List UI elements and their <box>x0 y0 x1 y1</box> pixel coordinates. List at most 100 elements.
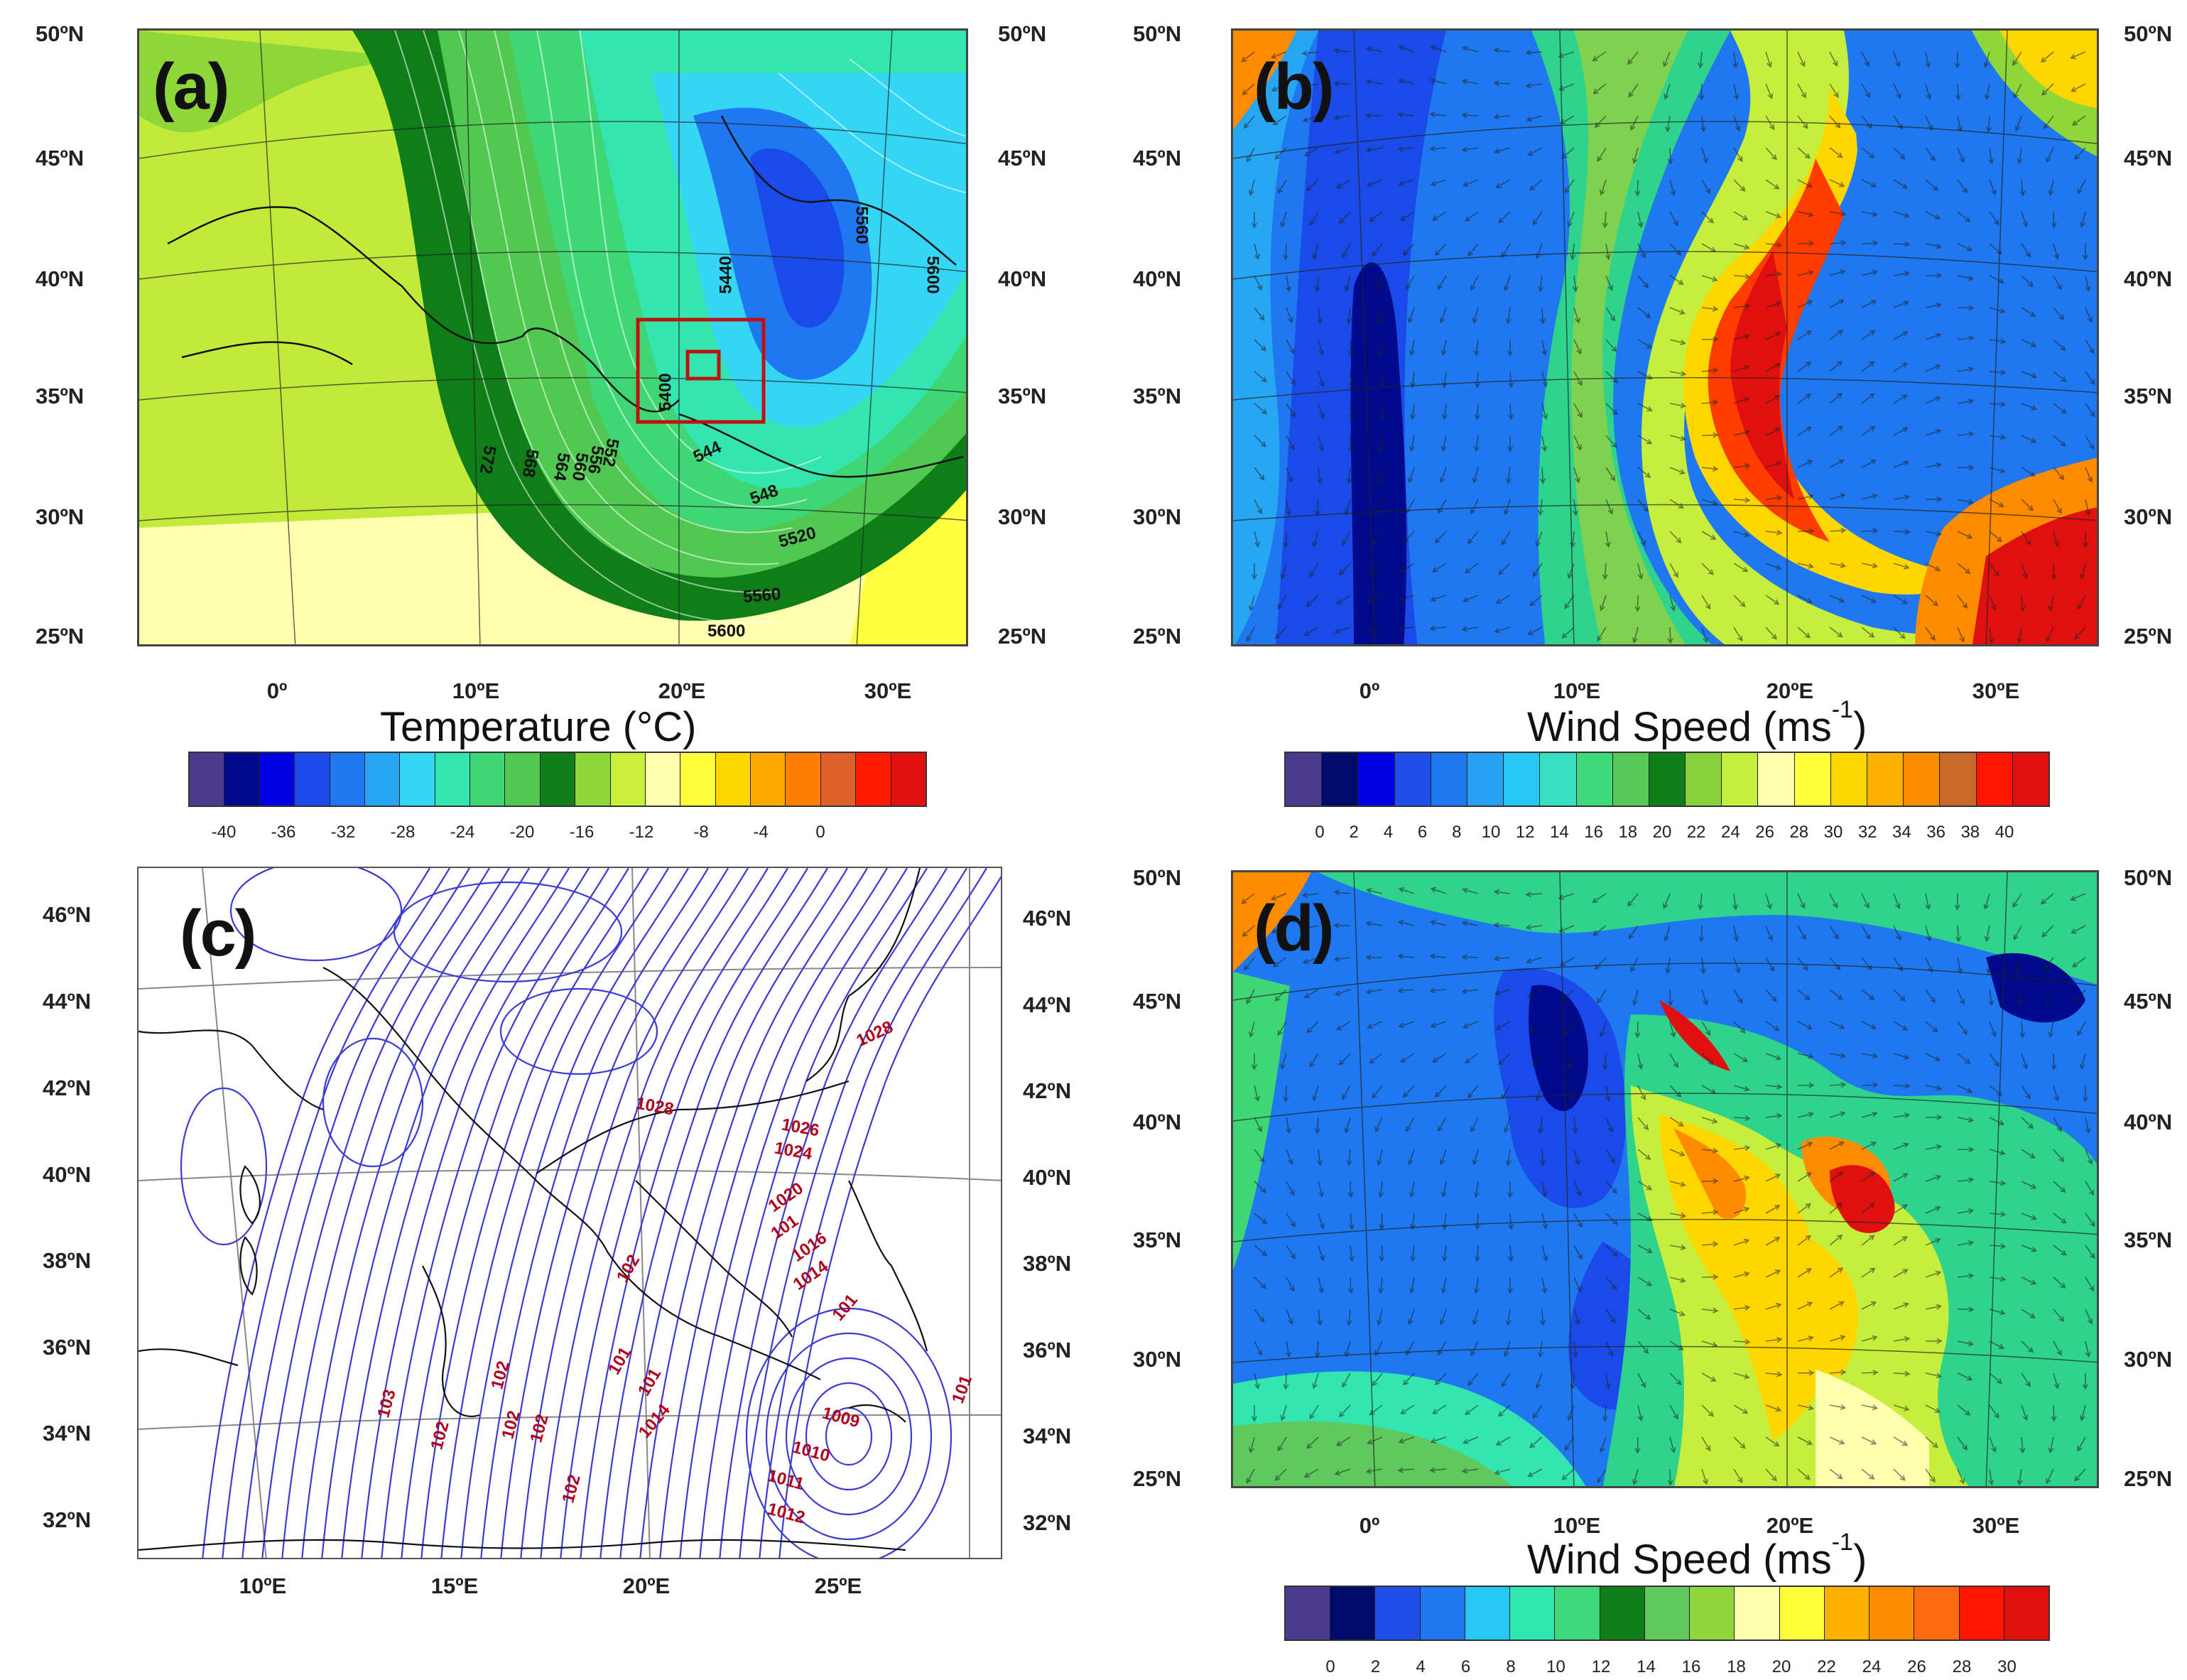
wind-vector-arrow <box>1701 432 1719 438</box>
wind-vector-arrow <box>1432 1053 1447 1063</box>
lat-label: 30ºN <box>998 504 1047 529</box>
wind-vector-arrow <box>1429 625 1447 632</box>
wind-vector-arrow <box>1669 1181 1686 1187</box>
wind-vector-arrow <box>1667 147 1673 165</box>
wind-vector-arrow <box>2085 1277 2095 1292</box>
wind-vector-arrow <box>1765 1112 1783 1120</box>
wind-vector-arrow <box>2040 893 2054 905</box>
wind-vector-arrow <box>1701 627 1708 644</box>
wind-vector-arrow <box>1505 1308 1512 1326</box>
wind-vector-arrow <box>1957 1117 1975 1123</box>
wind-vector-arrow <box>1367 595 1383 603</box>
wind-vector-arrow <box>1632 147 1639 164</box>
wind-vector-arrow <box>1503 275 1511 292</box>
wind-vector-arrow <box>1254 1308 1265 1323</box>
wind-vector-arrow <box>1637 1117 1649 1131</box>
wind-vector-arrow <box>1283 531 1289 548</box>
wind-vector-arrow <box>1797 115 1808 129</box>
wind-vector-arrow <box>1989 563 1999 578</box>
wind-vector-arrow <box>1558 893 1575 900</box>
wind-vector-arrow <box>1532 563 1543 578</box>
wind-vector-arrow <box>1669 1021 1676 1038</box>
wind-vector-arrow <box>1430 595 1447 602</box>
wind-vector-arrow <box>1301 925 1319 931</box>
wind-vector-arrow <box>1400 1053 1415 1063</box>
lat-label: 45ºN <box>2124 146 2173 170</box>
colorbar-tick-label: 18 <box>1727 1657 1746 1676</box>
wind-vector-arrow <box>1473 339 1480 357</box>
wind-vector-arrow <box>1558 925 1575 933</box>
wind-vector-arrow <box>1572 1117 1578 1134</box>
isobar-line <box>778 876 1001 1558</box>
wind-vector-arrow <box>2048 1021 2054 1039</box>
lon-label: 20ºE <box>1766 678 1814 703</box>
wind-vector-arrow <box>1957 1372 1973 1381</box>
wind-vector-arrow <box>1669 1372 1682 1386</box>
wind-vector-arrow <box>1377 467 1383 484</box>
wind-vector-arrow <box>1503 1117 1511 1134</box>
wind-vector-arrow <box>1378 435 1384 452</box>
wind-vector-arrow <box>1309 563 1319 578</box>
wind-vector-arrow <box>1829 1021 1845 1029</box>
wind-vector-arrow <box>1637 531 1646 547</box>
wind-vector-arrow <box>2077 1436 2086 1452</box>
wind-vector-arrow <box>1733 333 1750 340</box>
colorbar-swatch <box>856 753 891 806</box>
colorbar-swatch <box>2012 753 2048 806</box>
wind-vector-arrow <box>1957 1085 1973 1093</box>
wind-vector-arrow <box>2021 1117 2034 1129</box>
wind-vector-arrow <box>1338 211 1351 224</box>
wind-vector-arrow <box>1765 211 1782 219</box>
wind-vector-arrow <box>1984 83 1990 101</box>
wind-vector-arrow <box>1537 275 1543 293</box>
wind-vector-arrow <box>1861 1082 1879 1088</box>
wind-vector-arrow <box>1254 307 1265 321</box>
isobar-loop <box>499 987 658 1075</box>
wind-vector-arrow <box>1535 243 1543 260</box>
map-a-field <box>139 31 966 644</box>
wind-vector-arrow <box>2014 115 2022 132</box>
wind-vector-arrow <box>1605 531 1611 548</box>
wind-vector-arrow <box>1409 1277 1415 1294</box>
wind-vector-arrow <box>1474 1245 1480 1262</box>
wind-vector-arrow <box>2051 1053 2057 1071</box>
wind-vector-arrow <box>1462 887 1479 894</box>
wind-vector-arrow <box>1797 1301 1813 1310</box>
wind-vector-arrow <box>1274 1468 1287 1481</box>
wind-vector-arrow <box>1316 467 1323 484</box>
wind-vector-arrow <box>1470 275 1479 291</box>
wind-vector-arrow <box>1925 211 1941 220</box>
wind-vector-arrow <box>2021 435 2037 443</box>
wind-vector-arrow <box>1333 922 1351 928</box>
wind-vector-arrow <box>1306 1436 1319 1449</box>
wind-vector-arrow <box>1318 1245 1325 1262</box>
wind-vector-arrow <box>1527 147 1543 156</box>
colorbar-swatch <box>610 753 646 806</box>
wind-vector-arrow <box>1765 51 1772 68</box>
lon-label: 30ºE <box>1972 1513 2020 1538</box>
panel-b-tag: (b) <box>1254 50 1334 123</box>
wind-vector-arrow <box>1467 1372 1479 1387</box>
wind-vector-arrow <box>1507 435 1514 452</box>
wind-vector-arrow <box>1430 45 1447 53</box>
wind-vector-arrow <box>1501 531 1511 546</box>
isobar-loop <box>229 868 403 962</box>
wind-vector-arrow <box>1733 147 1743 163</box>
colorbar-tick-label: 4 <box>1383 823 1394 842</box>
wind-vector-arrow <box>1365 146 1383 153</box>
wind-vector-arrow <box>1461 146 1479 153</box>
wind-vector-arrow <box>2071 925 2086 934</box>
wind-vector-arrow <box>1989 1372 2003 1384</box>
wind-vector-arrow <box>1925 1144 1943 1150</box>
wind-vector-arrow <box>1627 893 1639 907</box>
wind-vector-arrow <box>1318 339 1324 356</box>
wind-vector-arrow <box>2085 499 2091 516</box>
wind-vector-arrow <box>1829 957 1841 970</box>
wind-vector-arrow <box>1765 925 1773 941</box>
colorbar-swatch <box>435 753 470 806</box>
wind-vector-arrow <box>1243 115 1255 129</box>
wind-vector-arrow <box>1541 1213 1548 1230</box>
wind-vector-arrow <box>1564 1021 1575 1036</box>
wind-vector-arrow <box>1925 1237 1941 1246</box>
wind-vector-arrow <box>1434 1085 1447 1098</box>
